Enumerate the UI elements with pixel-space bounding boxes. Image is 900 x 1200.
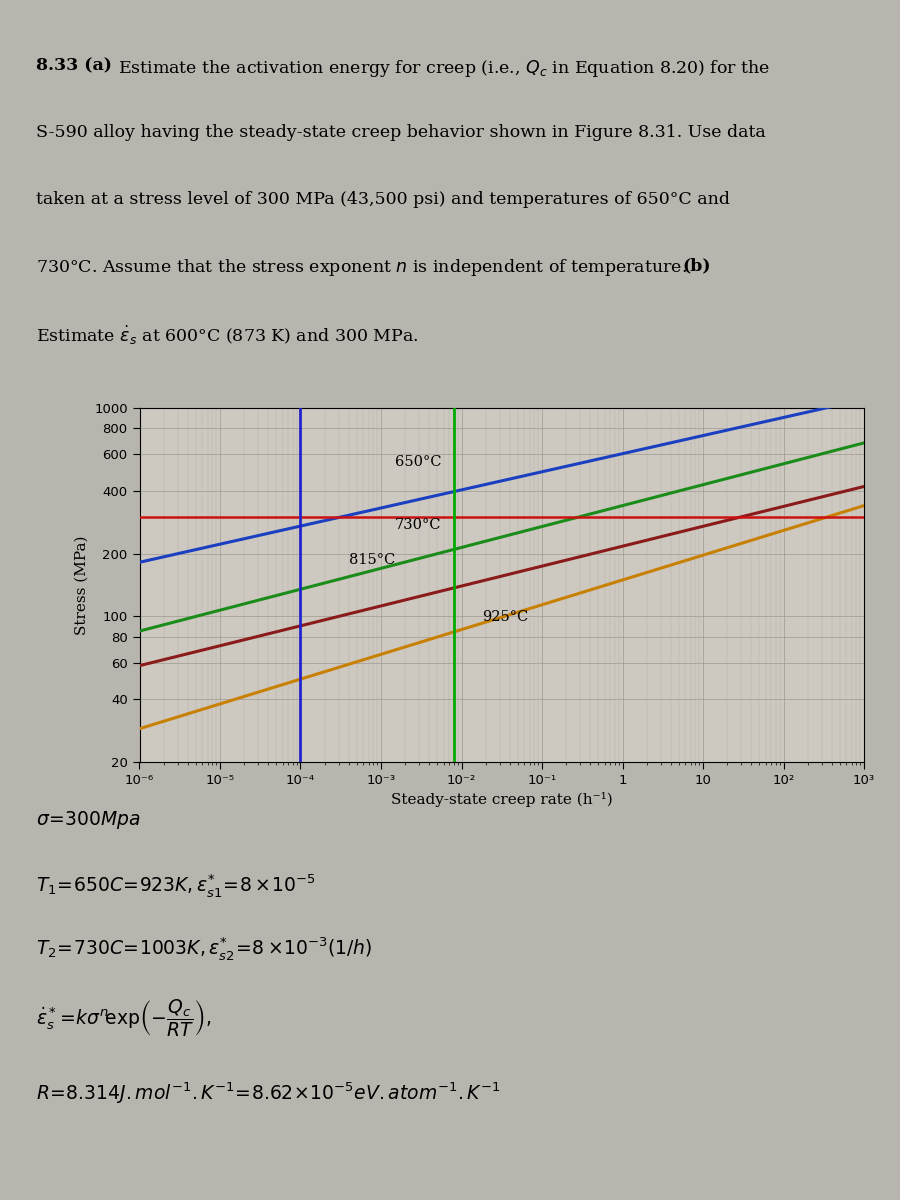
Text: 730°C. Assume that the stress exponent $n$ is independent of temperature.: 730°C. Assume that the stress exponent $… bbox=[36, 257, 687, 278]
Text: 650°C: 650°C bbox=[395, 455, 442, 469]
Text: 925°C: 925°C bbox=[482, 610, 528, 624]
Text: $T_2\!=\!730C\!=\!1003K,\varepsilon_{s2}^{*}\!=\!8\times\!10^{-3}(1/h)$: $T_2\!=\!730C\!=\!1003K,\varepsilon_{s2}… bbox=[36, 935, 373, 962]
Text: 730°C: 730°C bbox=[395, 518, 442, 532]
X-axis label: Steady-state creep rate (h⁻¹): Steady-state creep rate (h⁻¹) bbox=[391, 792, 613, 808]
Text: $\dot{\varepsilon}_s^*\!=\!k\sigma^n\!\exp\!\left(-\dfrac{Q_c}{RT}\right),$: $\dot{\varepsilon}_s^*\!=\!k\sigma^n\!\e… bbox=[36, 998, 211, 1039]
Text: 8.33 (a): 8.33 (a) bbox=[36, 58, 112, 74]
Text: 815°C: 815°C bbox=[349, 553, 395, 568]
Text: S-590 alloy having the steady-state creep behavior shown in Figure 8.31. Use dat: S-590 alloy having the steady-state cree… bbox=[36, 124, 766, 142]
Text: $T_1\!=\!650C\!=\!923K,\varepsilon_{s1}^{*}\!=\!8\times\!10^{-5}$: $T_1\!=\!650C\!=\!923K,\varepsilon_{s1}^… bbox=[36, 871, 315, 899]
Text: $R\!=\!8.314J.mol^{-1}.K^{-1}\!=\!8.62\!\times\!10^{-5}eV.atom^{-1}.K^{-1}$: $R\!=\!8.314J.mol^{-1}.K^{-1}\!=\!8.62\!… bbox=[36, 1080, 500, 1106]
Text: Estimate the activation energy for creep (i.e., $Q_c$ in Equation 8.20) for the: Estimate the activation energy for creep… bbox=[118, 58, 770, 78]
Text: $\sigma\!=\!300Mpa$: $\sigma\!=\!300Mpa$ bbox=[36, 809, 141, 830]
Text: Estimate $\dot{\varepsilon}_s$ at 600°C (873 K) and 300 MPa.: Estimate $\dot{\varepsilon}_s$ at 600°C … bbox=[36, 324, 419, 347]
Y-axis label: Stress (MPa): Stress (MPa) bbox=[75, 535, 88, 635]
Text: taken at a stress level of 300 MPa (43,500 psi) and temperatures of 650°C and: taken at a stress level of 300 MPa (43,5… bbox=[36, 191, 730, 208]
Text: (b): (b) bbox=[682, 257, 711, 275]
